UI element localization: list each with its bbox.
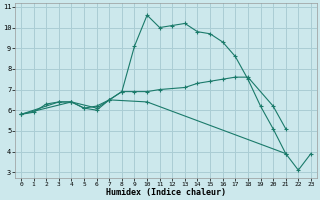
X-axis label: Humidex (Indice chaleur): Humidex (Indice chaleur) [106,188,226,197]
